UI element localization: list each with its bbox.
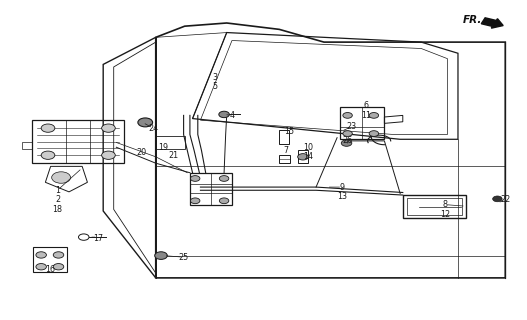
Text: 13: 13 xyxy=(337,192,347,201)
Circle shape xyxy=(343,131,353,136)
Text: 8: 8 xyxy=(442,200,447,209)
Circle shape xyxy=(219,111,229,118)
Circle shape xyxy=(343,113,353,118)
Text: 14: 14 xyxy=(303,152,313,161)
Text: 4: 4 xyxy=(229,111,235,120)
Circle shape xyxy=(102,151,115,159)
Text: 26: 26 xyxy=(343,136,353,145)
Text: 18: 18 xyxy=(53,205,63,214)
Text: 16: 16 xyxy=(46,265,56,275)
Text: 23: 23 xyxy=(347,122,357,131)
Circle shape xyxy=(298,154,308,160)
Text: 9: 9 xyxy=(340,183,345,192)
Text: 1: 1 xyxy=(55,186,60,195)
Circle shape xyxy=(493,196,502,202)
Text: 22: 22 xyxy=(500,195,511,204)
Text: 7: 7 xyxy=(284,146,289,155)
Text: 11: 11 xyxy=(361,111,371,120)
FancyArrow shape xyxy=(481,18,503,28)
Circle shape xyxy=(36,264,46,270)
Circle shape xyxy=(102,124,115,132)
Text: 2: 2 xyxy=(55,195,60,204)
Text: 3: 3 xyxy=(212,73,218,82)
Circle shape xyxy=(369,113,378,118)
Circle shape xyxy=(53,264,64,270)
Text: 20: 20 xyxy=(136,148,147,156)
Text: 25: 25 xyxy=(179,253,189,262)
Text: 15: 15 xyxy=(284,127,294,136)
Text: 24: 24 xyxy=(148,124,158,132)
Circle shape xyxy=(138,118,153,127)
Circle shape xyxy=(53,252,64,258)
Text: FR.: FR. xyxy=(463,15,483,25)
Circle shape xyxy=(190,176,200,181)
Text: 10: 10 xyxy=(303,143,313,152)
Circle shape xyxy=(369,131,378,136)
Circle shape xyxy=(155,252,167,260)
Circle shape xyxy=(52,172,71,183)
Text: 12: 12 xyxy=(440,210,450,219)
Circle shape xyxy=(219,176,229,181)
Circle shape xyxy=(41,124,55,132)
Text: 21: 21 xyxy=(168,151,178,160)
Text: 5: 5 xyxy=(212,82,218,91)
Text: 19: 19 xyxy=(159,143,169,152)
Circle shape xyxy=(36,252,46,258)
Text: 6: 6 xyxy=(364,101,368,110)
Circle shape xyxy=(41,151,55,159)
Circle shape xyxy=(219,198,229,204)
Text: 17: 17 xyxy=(93,234,103,243)
Circle shape xyxy=(190,198,200,204)
Circle shape xyxy=(341,140,352,146)
